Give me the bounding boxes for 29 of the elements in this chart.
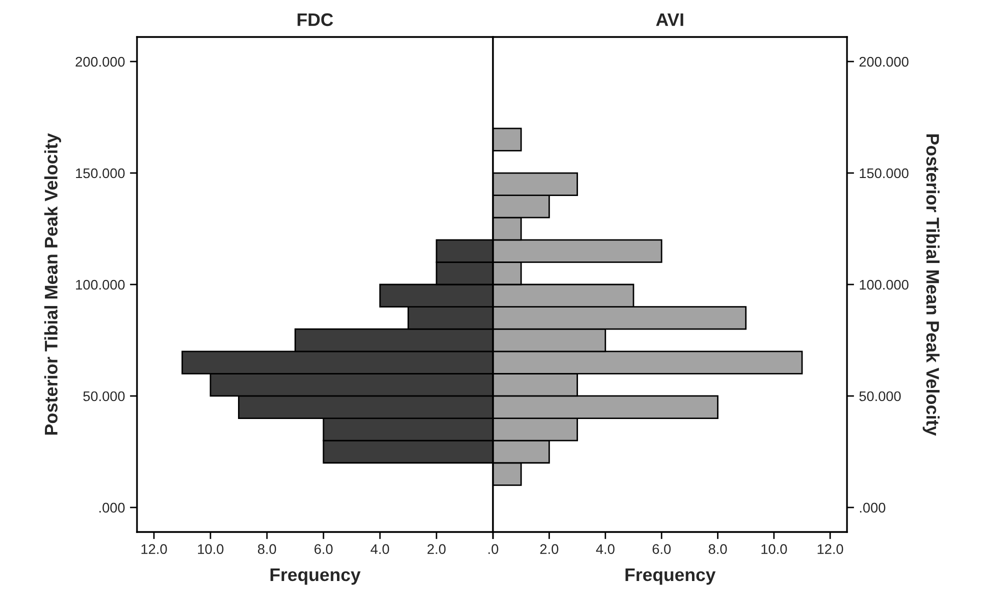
x-tick-label: 2.0: [428, 544, 446, 554]
y-tick-label: 150.000: [76, 168, 125, 178]
x-tick-label: 8.0: [258, 544, 276, 554]
x-tick-label: 4.0: [370, 544, 390, 554]
x-tick-label: 2.0: [540, 544, 558, 554]
x-axis-title: Frequency: [270, 568, 361, 585]
x-tick-label: 12.0: [141, 544, 167, 554]
y-tick-label: 200.000: [76, 56, 125, 67]
y-axis-title: Posterior Tibial Mean Peak Velocity: [44, 133, 62, 435]
x-tick-label: 6.0: [314, 544, 333, 554]
y-axis-title: Posterior Tibial Mean Peak Velocity: [922, 134, 940, 436]
chart-title: FDC: [298, 13, 334, 26]
y-tick-label: 100.000: [860, 280, 908, 290]
x-tick-label: 10.0: [198, 544, 224, 554]
x-tick-label: .0: [488, 544, 498, 554]
y-tick-label: .000: [860, 502, 886, 513]
x-tick-label: 12.0: [818, 544, 844, 554]
x-tick-label: 8.0: [708, 544, 727, 554]
x-tick-label: 6.0: [652, 544, 671, 554]
x-tick-label: 4.0: [596, 544, 614, 554]
y-tick-label: 200.000: [860, 56, 908, 67]
y-tick-label: 100.000: [76, 280, 125, 290]
chart-title: AVI: [656, 13, 684, 26]
y-tick-label: 50.000: [859, 391, 901, 402]
y-tick-label: 50.000: [83, 391, 125, 402]
y-tick-label: 150.000: [860, 168, 908, 178]
y-tick-label: .000: [99, 502, 125, 513]
x-axis-title: Frequency: [626, 568, 716, 585]
x-tick-label: 10.0: [761, 544, 787, 554]
